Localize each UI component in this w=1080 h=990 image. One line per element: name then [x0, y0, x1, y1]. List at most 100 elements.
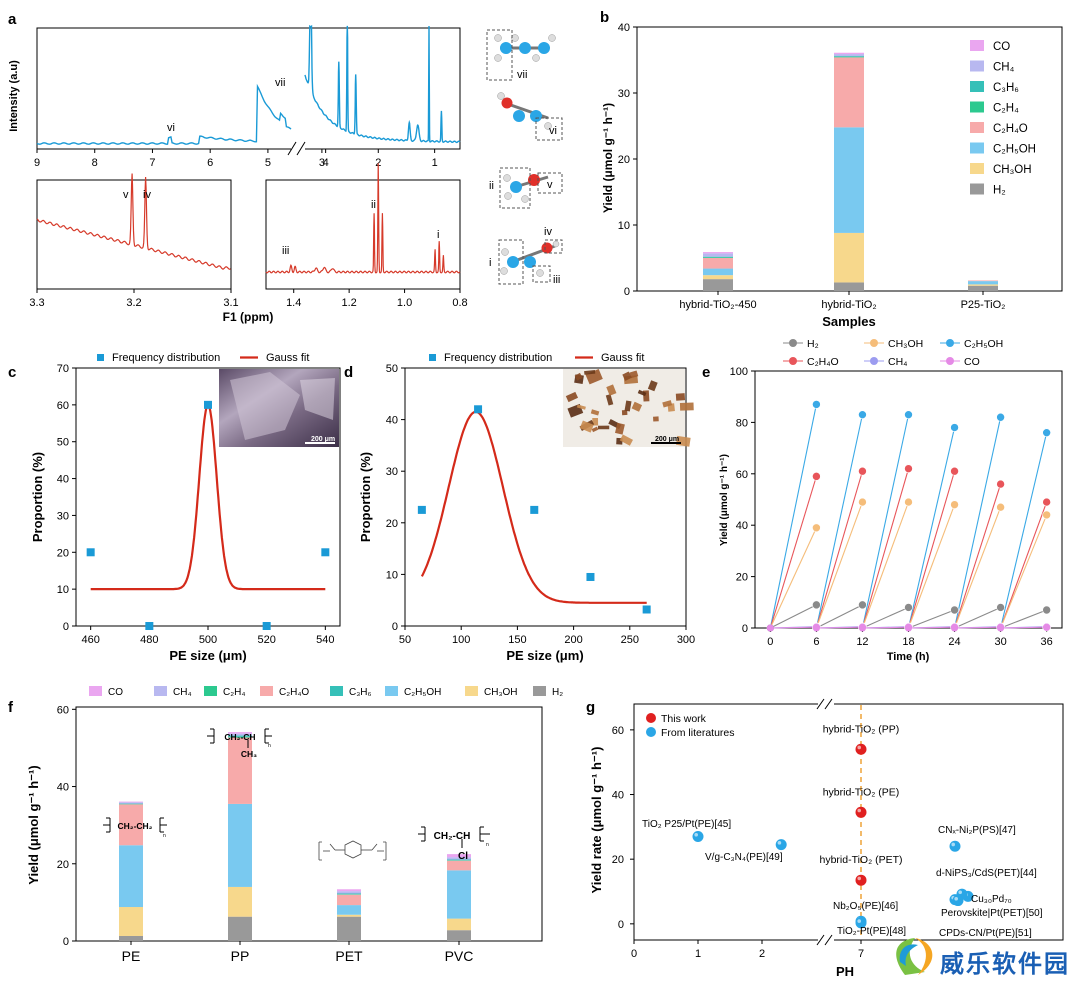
- nmr-inset-right-frame: [265, 179, 461, 290]
- cycle-ytick-label-1: 20: [736, 572, 748, 584]
- legend-b-swatch-5: [970, 142, 984, 154]
- literature-label-6: Cu₃₀Pd₇₀: [971, 894, 1012, 905]
- cycle-point-start-CO-1: [812, 624, 820, 632]
- size-c-xtick-label-2: 500: [199, 634, 217, 646]
- cycle-point-C₂H₅OH-2: [904, 410, 913, 419]
- size-c-ytick-label-1: 10: [57, 584, 69, 596]
- cycle-point-CH₃OH-2: [904, 497, 913, 507]
- plastic-bar-0-CO: [119, 801, 143, 803]
- y-axis-label-a: Intensity (a.u): [8, 60, 20, 132]
- legend-b-label-6: CH₃OH: [993, 164, 1032, 176]
- this-work-label-2: hybrid-TiO₂ (PET): [819, 854, 902, 866]
- literature-point-3-shine: [857, 919, 861, 923]
- nmr-main-spectrum: [36, 24, 461, 145]
- ph-ytick-label-0: 0: [618, 919, 624, 931]
- cycle-point-CH₃OH-0: [812, 523, 821, 533]
- cycle-point-C₂H₄O-3: [950, 466, 959, 476]
- size-c-xtick-label-3: 520: [257, 634, 275, 646]
- micrograph-chip: [574, 372, 583, 381]
- legend-e-label-4: CH₄: [888, 356, 907, 368]
- structure-pp-n: n: [268, 743, 271, 749]
- legend-f-swatch-3: [260, 686, 273, 696]
- panel-label-e: e: [702, 364, 710, 381]
- plastic-bar-1-CH₃OH: [228, 886, 252, 917]
- watermark-text: 威乐软件园: [940, 950, 1070, 978]
- cycle-point-CH₃OH-4: [996, 502, 1005, 512]
- size-d-xtick-label-3: 200: [564, 634, 582, 646]
- size-distribution-chart-c: 0 10 20 30 40 50 60 70 460 480 500 520 540 200 μm Fr…: [30, 352, 341, 663]
- samples-bar-1-C₂H₄: [834, 56, 864, 58]
- size-d-ytick-label-0: 0: [392, 621, 398, 633]
- legend-b-swatch-4: [970, 122, 984, 133]
- cycle-line-CO-2: [862, 626, 909, 629]
- literature-point-8: [952, 895, 964, 907]
- legend-d: Frequency distribution Gauss fit: [429, 352, 644, 364]
- micrograph-chip: [675, 393, 686, 401]
- samples-bar-1-H₂: [834, 282, 864, 291]
- legend-f-label-1: CH₄: [173, 687, 192, 698]
- size-c-ytick-label-4: 40: [57, 474, 69, 486]
- plastic-bar-3-CO: [447, 854, 471, 858]
- cycle-line-C₂H₄O-4: [954, 483, 1002, 629]
- structure-pvc-n: n: [486, 842, 489, 848]
- size-c-xtick-label-1: 480: [140, 634, 158, 646]
- this-work-point-1-shine: [857, 808, 861, 813]
- micrograph-chip: [619, 434, 633, 446]
- samples-bar-0-CH₃OH: [703, 275, 733, 280]
- nmr-xtick-label-3: 6: [207, 157, 213, 169]
- cycle-line-C₂H₅OH-3: [907, 427, 956, 629]
- nmr-xtick-label-4: 5: [265, 157, 271, 169]
- structure-pvc-label: CH₂-CH: [434, 831, 471, 842]
- plastic-bar-2-C₂H₅OH: [337, 905, 361, 915]
- molecule-vinyl-alcohol-vi: vi: [497, 92, 563, 141]
- ph-yield-scatter: 0 20 40 60 0 1 2 7 hybrid-TiO₂ (PP) hybrid-TiO₂ …: [589, 698, 1064, 979]
- this-work-point-0: [855, 743, 867, 755]
- legend-e-label-2: C₂H₅OH: [964, 338, 1003, 350]
- panel-label-c: c: [8, 364, 16, 381]
- x-axis-label-b: Samples: [822, 314, 875, 329]
- size-d-ytick-label-3: 30: [386, 466, 398, 478]
- samples-bar-1-C₃H₆: [834, 56, 864, 57]
- cycle-point-C₂H₅OH-0: [812, 400, 821, 409]
- legend-b-label-5: C₂H₅OH: [993, 144, 1036, 156]
- nmr-inset-right-xtick-label-0: 1.4: [286, 297, 301, 309]
- nmr-xtick-label-1: 8: [92, 157, 98, 169]
- molecule-label-vi: vi: [549, 125, 557, 137]
- size-distribution-chart-d: 0 10 20 30 40 50 50 100 150 200 250 300 200 μm Freq…: [358, 352, 695, 663]
- legend-b-label-7: H₂: [993, 185, 1006, 197]
- literature-point-6-shine: [958, 890, 962, 895]
- size-c-ytick-label-6: 60: [57, 400, 69, 412]
- scale-bar-d: 200 μm: [655, 436, 679, 443]
- micrograph-chip: [579, 420, 594, 433]
- samples-ytick-label-2: 20: [618, 154, 630, 166]
- cycle-point-H₂-3: [950, 605, 959, 615]
- nmr-main-frame: [36, 27, 461, 150]
- this-work-point-0-shine: [857, 745, 861, 750]
- micrograph-chip: [629, 370, 639, 379]
- size-c-ytick-label-0: 0: [63, 621, 69, 633]
- cycle-line-C₂H₄O-0: [769, 476, 817, 629]
- peak-label-iii: iii: [282, 245, 289, 257]
- molecule-label-v: v: [547, 179, 553, 191]
- cycle-line-CO-5: [1000, 626, 1047, 629]
- cycle-line-C₂H₅OH-4: [954, 417, 1002, 629]
- plastic-bar-2-H₂: [337, 916, 361, 941]
- micrograph-chip: [605, 394, 614, 406]
- ph-xtick-label-1: 1: [695, 948, 701, 960]
- cycle-point-CO-5: [1042, 622, 1051, 632]
- cycle-line-C₂H₄O-1: [815, 471, 863, 629]
- molecule-ethanol-i-iii-iv: iv i iii: [489, 226, 563, 286]
- plastic-bar-2-CH₄: [337, 891, 361, 894]
- literature-point-0: [692, 831, 704, 843]
- size-c-ytick-label-3: 30: [57, 510, 69, 522]
- cycle-line-C₂H₄O-5: [1000, 501, 1048, 629]
- legend-f-label-5: C₂H₅OH: [404, 687, 441, 698]
- size-d-xtick-label-2: 150: [508, 634, 526, 646]
- nmr-inset-left-xtick-label-0: 3.3: [29, 297, 44, 309]
- this-work-point-2-shine: [857, 876, 861, 881]
- cycle-xtick-label-3: 18: [902, 636, 914, 648]
- cycle-point-C₂H₅OH-3: [950, 423, 959, 432]
- samples-bar-2-C₂H₅OH: [968, 281, 998, 285]
- plastic-bar-1-C₂H₅OH: [228, 803, 252, 887]
- plastic-bar-1-C₂H₄O: [228, 737, 252, 804]
